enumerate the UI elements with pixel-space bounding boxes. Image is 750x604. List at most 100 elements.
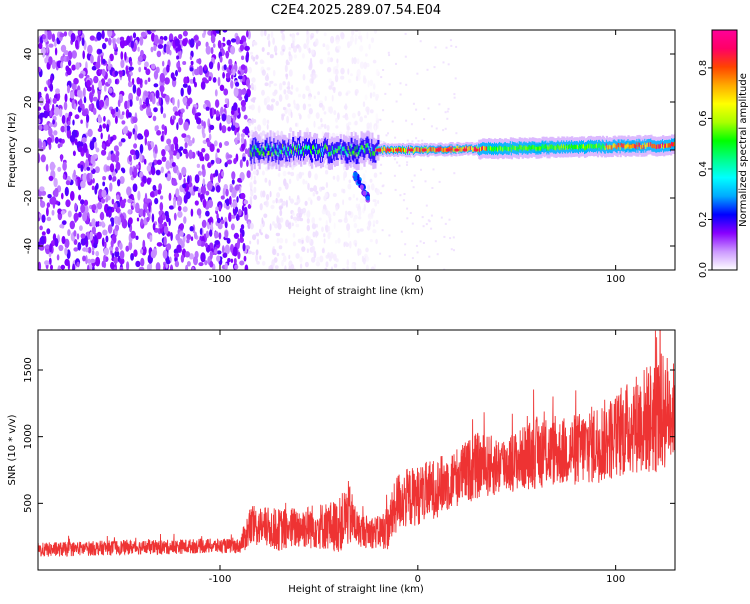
spectrogram-cell (244, 148, 248, 155)
spectrogram-cell (110, 153, 116, 163)
snr-x-tick-label: 0 (415, 574, 421, 585)
spectrogram-x-label: Height of straight line (km) (288, 286, 424, 297)
spectrogram-cell (126, 186, 132, 196)
spectrogram-cell (53, 177, 58, 188)
spectrogram-cell (372, 220, 376, 226)
spectrogram-cell (293, 54, 297, 59)
spectrogram-cell (196, 66, 200, 76)
spectrogram-cell (363, 203, 366, 212)
spectrogram-cell (384, 92, 387, 95)
spectrogram-cell (290, 198, 294, 204)
spectrogram-cell (91, 226, 96, 235)
spectrogram-cell (213, 140, 218, 147)
spectrogram-cell (412, 186, 415, 189)
spectrogram-cell (176, 244, 182, 253)
spectrogram-cell (108, 87, 113, 94)
spectrogram-cell (177, 99, 180, 109)
spectrogram-cell (212, 186, 215, 192)
spectrogram-cell (97, 202, 103, 210)
spectrogram-cell (77, 163, 81, 169)
spectrogram-cell (286, 86, 291, 90)
spectrogram-cell (320, 117, 323, 123)
spectrogram-cell (184, 137, 190, 143)
spectrogram-cell (424, 180, 427, 183)
spectrogram-cell (359, 184, 364, 190)
spectrogram-cell (297, 238, 302, 243)
spectrogram-cell (240, 133, 245, 138)
spectrogram-cell (255, 249, 259, 256)
spectrogram-cell (272, 221, 275, 226)
spectrogram-cell (223, 88, 229, 96)
spectrogram-cell (224, 230, 229, 238)
spectrogram-cell (299, 263, 303, 269)
spectrogram-cell (410, 179, 413, 182)
spectrogram-cell (86, 114, 90, 123)
spectrogram-cell (233, 87, 239, 97)
spectrogram-cell (323, 32, 327, 37)
spectrogram-cell (320, 123, 324, 128)
spectrogram-cell (78, 194, 82, 201)
spectrogram-cell (348, 179, 352, 184)
spectrogram-cell (144, 192, 148, 203)
spectrogram-cell (53, 39, 57, 47)
spectrogram-cell (256, 238, 260, 245)
spectrogram-cell (174, 260, 180, 268)
spectrogram-cell (247, 204, 252, 209)
spectrogram-cell (183, 216, 187, 224)
spectrogram-cell (253, 179, 257, 185)
spectrogram-cell (38, 66, 42, 73)
spectrogram-cell (237, 131, 240, 140)
spectrogram-cell (270, 204, 275, 210)
spectrogram-cell (304, 200, 308, 206)
spectrogram-cell (295, 223, 300, 228)
spectrogram-cell (357, 179, 362, 185)
spectrogram-cell (72, 263, 76, 270)
spectrogram-cell (128, 66, 134, 71)
spectrogram-cell (106, 123, 110, 133)
snr-x-tick-label: 100 (606, 574, 625, 585)
spectrogram-cell (201, 148, 206, 153)
spectrogram-cell (249, 181, 253, 190)
spectrogram-cell (51, 59, 56, 70)
spectrogram-cell (195, 43, 199, 50)
spectrogram-cell (156, 159, 162, 165)
spectrogram-cell (398, 164, 401, 167)
spectrogram-cell (259, 255, 262, 260)
spectrogram-cell (100, 198, 106, 204)
spectrogram-cell (324, 192, 328, 199)
spectrogram-cell (139, 143, 144, 154)
spectrogram-cell (75, 62, 80, 70)
spectrogram-cell (351, 112, 356, 119)
spectrogram-cell (163, 225, 169, 235)
spectrogram-cell (160, 135, 164, 142)
spectrogram-cell (291, 84, 294, 90)
colorbar-label: Normalized spectral amplitude (738, 73, 749, 227)
spectrogram-cell (85, 247, 89, 253)
spectrogram-cell (402, 199, 405, 202)
spectrogram-cell (311, 223, 317, 230)
spectrogram-cell (221, 113, 227, 122)
spectrogram-cell (40, 154, 46, 163)
spectrogram-cell (366, 108, 370, 115)
spectrogram-cell (176, 169, 180, 176)
spectrogram-cell (158, 39, 164, 45)
spectrogram-cell (162, 113, 167, 119)
spectrogram-cell (357, 110, 361, 117)
spectrogram-cell (241, 142, 246, 151)
spectrogram-cell (109, 163, 115, 173)
spectrogram-cell (114, 250, 120, 258)
spectrogram-cell (98, 49, 103, 54)
spectrogram-cell (90, 155, 96, 165)
spectrogram-cell (170, 143, 175, 152)
spectrogram-cell (235, 35, 241, 45)
spectrogram-cell (228, 58, 233, 66)
spectrogram-cell (290, 264, 295, 270)
spectrogram-cell (113, 256, 118, 265)
spectrogram-cell (155, 89, 160, 99)
spectrogram-cell (182, 148, 188, 154)
spectrogram-cell (292, 212, 295, 217)
spectrogram-cell (166, 64, 170, 73)
spectrogram-cell (307, 182, 310, 190)
spectrogram-cell (259, 203, 263, 211)
spectrogram-cell (430, 214, 433, 217)
